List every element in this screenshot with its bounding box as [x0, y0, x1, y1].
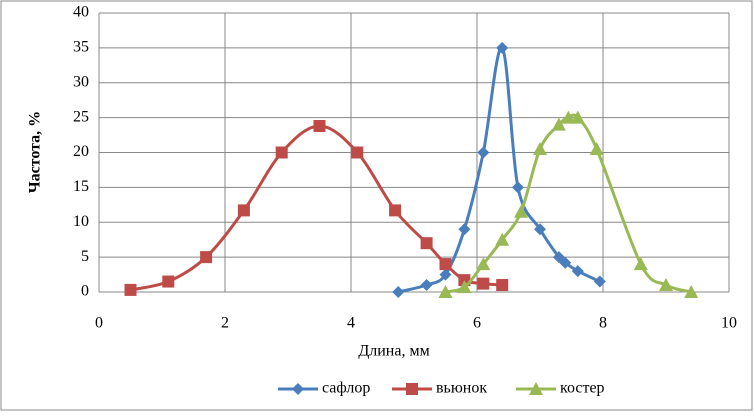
marker — [351, 146, 364, 159]
y-tick-label: 35 — [73, 39, 89, 56]
marker — [593, 275, 606, 288]
marker — [389, 204, 402, 217]
marker — [392, 286, 405, 298]
x-tick-label: 8 — [599, 315, 607, 332]
legend-marker — [529, 382, 543, 395]
marker — [570, 110, 585, 124]
marker — [495, 232, 510, 246]
marker — [420, 279, 433, 292]
marker — [496, 41, 509, 54]
marker — [514, 204, 529, 218]
marker — [589, 142, 604, 156]
marker — [561, 110, 576, 124]
legend-marker — [292, 383, 304, 395]
y-tick-label: 10 — [73, 213, 89, 230]
marker — [439, 268, 452, 281]
marker — [457, 280, 472, 294]
marker — [559, 256, 572, 269]
y-tick-label: 30 — [73, 73, 89, 90]
marker — [476, 257, 491, 271]
marker — [438, 285, 453, 298]
y-tick-label: 0 — [81, 283, 89, 300]
legend-marker — [406, 383, 418, 395]
marker — [684, 285, 699, 298]
x-axis-title: Длина, мм — [358, 343, 429, 360]
legend-label: костер — [560, 380, 605, 397]
marker — [511, 181, 524, 194]
marker — [571, 265, 584, 278]
marker — [551, 117, 566, 131]
x-tick-label: 10 — [721, 315, 737, 332]
y-tick-label: 5 — [81, 248, 89, 265]
y-tick-label: 40 — [73, 4, 89, 21]
marker — [275, 146, 288, 159]
marker — [162, 275, 175, 288]
legend-label: сафлор — [322, 380, 370, 397]
marker — [124, 283, 137, 296]
x-tick-label: 2 — [221, 315, 229, 332]
x-tick-label: 4 — [347, 315, 355, 332]
marker — [533, 142, 547, 156]
y-tick-label: 25 — [73, 108, 89, 125]
marker — [659, 278, 673, 292]
marker — [496, 279, 509, 292]
y-tick-label: 15 — [73, 178, 89, 195]
marker — [477, 277, 490, 290]
marker — [200, 251, 213, 264]
marker — [313, 119, 326, 132]
marker — [534, 223, 546, 236]
legend-label: вьюнок — [436, 380, 487, 397]
marker — [439, 258, 452, 271]
x-tick-label: 6 — [473, 315, 481, 332]
marker — [633, 257, 648, 271]
marker — [458, 223, 471, 236]
marker — [477, 146, 490, 159]
x-tick-label: 0 — [95, 315, 103, 332]
marker — [420, 237, 433, 250]
y-tick-label: 20 — [73, 143, 89, 160]
marker — [237, 204, 250, 217]
y-axis-title: Частота, % — [27, 111, 44, 193]
